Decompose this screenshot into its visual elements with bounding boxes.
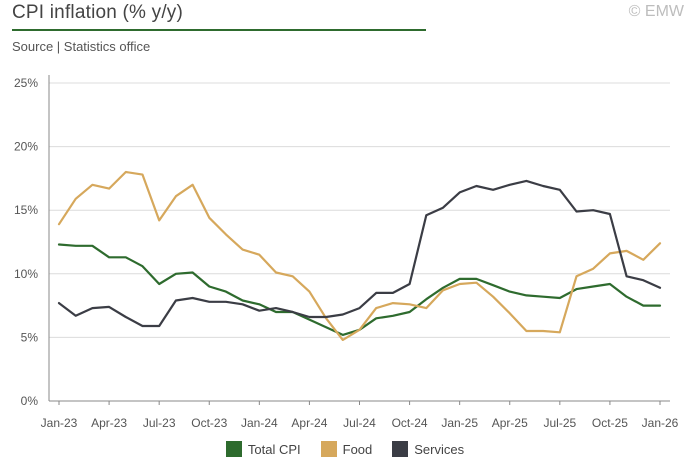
y-tick-label-25: 25% <box>14 76 38 90</box>
x-tick-label-oct-23: Oct-23 <box>191 416 227 430</box>
x-tick-label-jul-25: Jul-25 <box>543 416 576 430</box>
series-line-total-cpi <box>57 243 662 336</box>
series-line-services <box>57 179 662 328</box>
y-tick-label-20: 20% <box>14 140 38 154</box>
x-tick-label-jan-23: Jan-23 <box>41 416 78 430</box>
x-tick-label-apr-25: Apr-25 <box>492 416 528 430</box>
legend-swatch-total-cpi <box>225 441 242 457</box>
chart-legend: Total CPI Food Services <box>0 441 690 457</box>
x-tick-label-jul-24: Jul-24 <box>343 416 376 430</box>
legend-item-services: Services <box>392 441 464 457</box>
x-tick-label-jan-24: Jan-24 <box>241 416 278 430</box>
watermark: © EMW <box>628 3 684 20</box>
source-note: Source | Statistics office <box>12 39 151 54</box>
legend-label-food: Food <box>342 441 373 457</box>
y-tick-label-5: 5% <box>21 330 39 344</box>
legend-swatch-services <box>392 441 409 457</box>
x-tick-label-apr-24: Apr-24 <box>291 416 327 430</box>
y-tick-label-10: 10% <box>14 267 38 281</box>
x-tick-label-oct-24: Oct-24 <box>392 416 428 430</box>
x-tick-label-jan-25: Jan-25 <box>441 416 478 430</box>
legend-label-total-cpi: Total CPI <box>247 441 301 457</box>
x-tick-label-jul-23: Jul-23 <box>143 416 176 430</box>
x-tick-label-oct-25: Oct-25 <box>592 416 628 430</box>
y-tick-label-0: 0% <box>21 394 39 408</box>
chart-title: CPI inflation (% y/y) <box>12 2 184 23</box>
legend-item-total-cpi: Total CPI <box>225 441 301 457</box>
legend-label-services: Services <box>414 441 465 457</box>
line-chart: 0% 5% 10% 15% 20% 25% Jan-23 Apr-23 Jul-23 Oct-23… <box>14 75 679 430</box>
y-tick-label-15: 15% <box>14 203 38 217</box>
x-tick-label-jan-26: Jan-26 <box>642 416 679 430</box>
legend-item-food: Food <box>320 441 373 457</box>
legend-swatch-food <box>320 441 337 457</box>
title-underline <box>12 29 426 31</box>
x-tick-label-apr-23: Apr-23 <box>91 416 127 430</box>
series-line-food <box>57 170 662 341</box>
